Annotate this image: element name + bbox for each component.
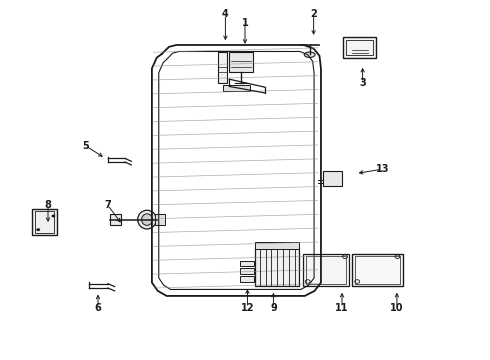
Bar: [323, 171, 342, 186]
Bar: [110, 214, 121, 225]
Ellipse shape: [304, 52, 315, 57]
Text: 6: 6: [95, 303, 101, 313]
Text: 4: 4: [222, 9, 229, 19]
Text: 10: 10: [390, 303, 404, 313]
Bar: [218, 52, 227, 83]
Bar: [355, 256, 400, 284]
Text: 8: 8: [45, 200, 51, 210]
Text: 5: 5: [82, 141, 89, 151]
Bar: [255, 242, 299, 249]
Circle shape: [36, 228, 40, 231]
Ellipse shape: [138, 210, 156, 229]
Bar: [255, 248, 299, 286]
Bar: [35, 211, 54, 233]
Bar: [343, 37, 376, 58]
Text: 2: 2: [310, 9, 317, 19]
Text: 1: 1: [242, 18, 248, 28]
Text: 13: 13: [375, 164, 389, 174]
Text: 3: 3: [359, 78, 366, 88]
Bar: [223, 85, 250, 91]
Bar: [306, 256, 346, 284]
Text: 7: 7: [104, 200, 111, 210]
Text: 9: 9: [270, 303, 277, 313]
Bar: [303, 254, 349, 286]
Text: 11: 11: [335, 303, 349, 313]
Bar: [240, 268, 254, 274]
Bar: [240, 276, 254, 282]
Circle shape: [51, 215, 55, 217]
Ellipse shape: [142, 214, 152, 225]
Bar: [32, 209, 57, 235]
Bar: [346, 40, 373, 55]
Bar: [229, 52, 253, 72]
Bar: [352, 254, 403, 286]
Text: 12: 12: [241, 303, 254, 313]
Bar: [240, 261, 254, 266]
Bar: [155, 214, 165, 225]
